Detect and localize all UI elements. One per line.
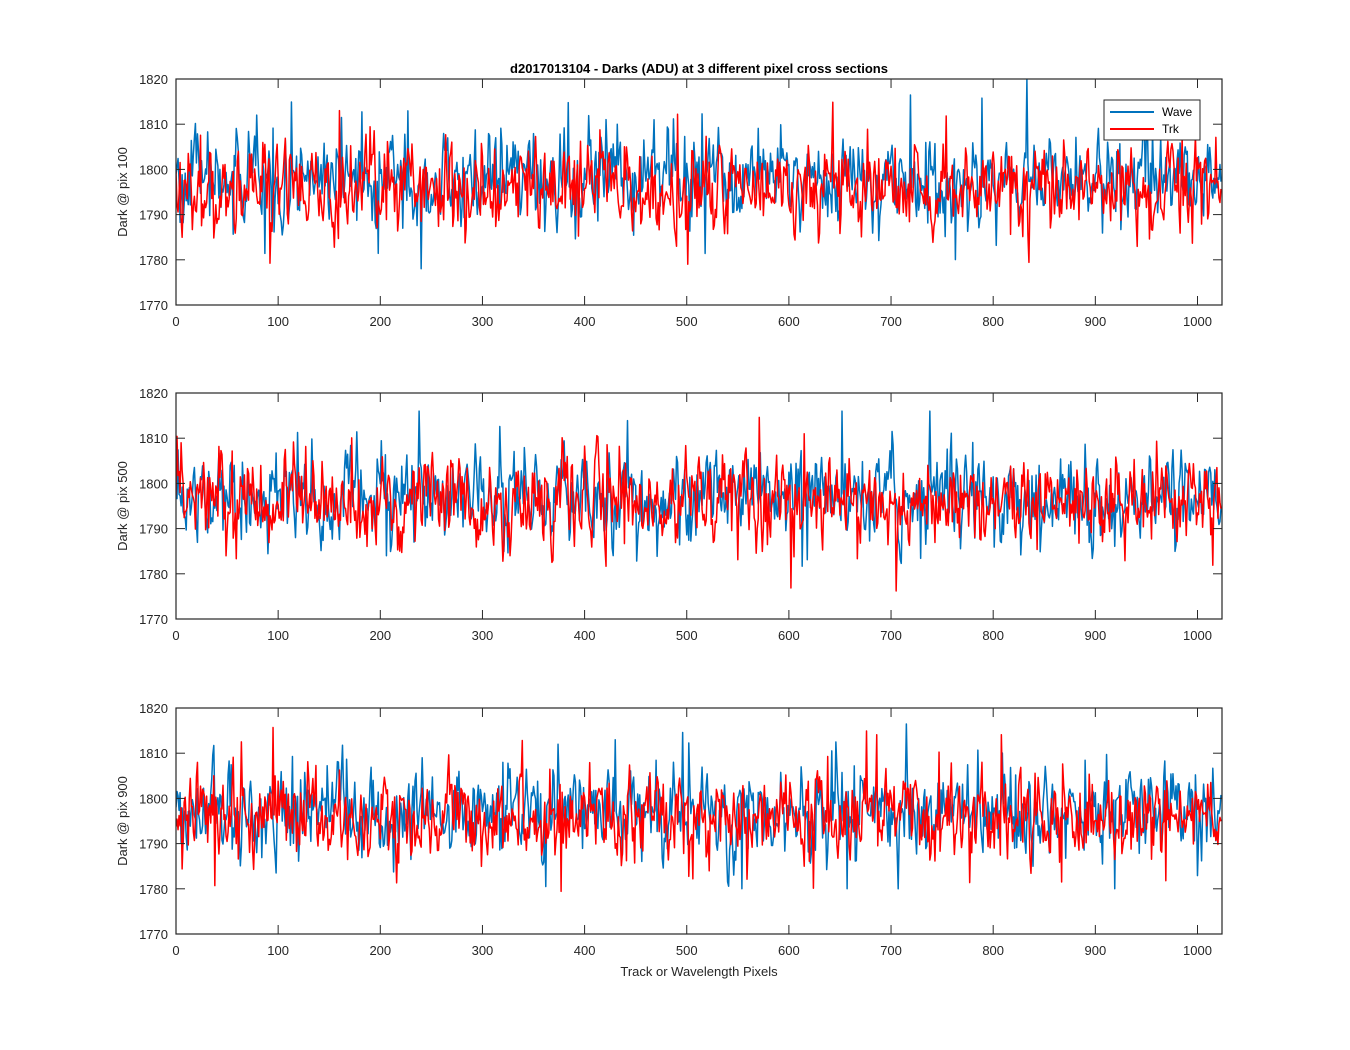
x-tick-label: 0 [172,943,179,958]
y-tick-label: 1780 [139,567,168,582]
x-tick-label: 900 [1084,943,1106,958]
y-tick-label: 1820 [139,386,168,401]
y-tick-label: 1820 [139,72,168,87]
subplot-3: 0 100 200 300 400 500 600 700 800 900 1000 1770 1780… [115,701,1223,958]
y-axis-label: Dark @ pix 100 [115,147,130,237]
x-tick-label: 600 [778,628,800,643]
y-tick-label: 1790 [139,522,168,537]
y-tick-label: 1800 [139,791,168,806]
y-tick-label: 1800 [139,476,168,491]
x-tick-label: 500 [676,628,698,643]
x-tick-label: 200 [369,628,391,643]
legend-label-trk: Trk [1162,122,1180,136]
y-tick-label: 1770 [139,612,168,627]
x-tick-label: 200 [369,314,391,329]
x-tick-label: 700 [880,628,902,643]
subplots: 0 100 200 300 400 500 600 700 800 900 100017701780… [115,72,1223,958]
y-tick-label: 1790 [139,208,168,223]
x-axis-label: Track or Wavelength Pixels [620,964,778,979]
x-tick-label: 400 [574,628,596,643]
series-line-wave [176,410,1222,568]
x-tick-label: 500 [676,943,698,958]
x-tick-label: 300 [472,314,494,329]
y-tick-label: 1770 [139,927,168,942]
x-tick-label: 1000 [1183,314,1212,329]
series-line-trk [176,101,1222,266]
x-tick-label: 900 [1084,628,1106,643]
x-tick-label: 1000 [1183,628,1212,643]
x-tick-label: 700 [880,314,902,329]
y-axis-label: Dark @ pix 500 [115,461,130,551]
x-tick-label: 100 [267,628,289,643]
legend: Wave Trk [1103,99,1201,141]
legend-box [1103,99,1201,141]
legend-label-wave: Wave [1162,105,1193,119]
x-tick-label: 100 [267,943,289,958]
x-tick-label: 800 [982,628,1004,643]
x-tick-label: 400 [574,314,596,329]
y-tick-label: 1780 [139,882,168,897]
x-tick-label: 1000 [1183,943,1212,958]
y-tick-label: 1810 [139,117,168,132]
y-tick-label: 1820 [139,701,168,716]
axes-box [175,392,1223,620]
series-line-trk [176,416,1222,592]
y-tick-label: 1810 [139,746,168,761]
y-axis-label: Dark @ pix 900 [115,776,130,866]
x-tick-label: 600 [778,314,800,329]
x-tick-label: 400 [574,943,596,958]
chart-title: d2017013104 - Darks (ADU) at 3 different… [510,61,888,76]
x-tick-label: 200 [369,943,391,958]
series-line-trk [176,726,1222,893]
y-tick-label: 1770 [139,298,168,313]
x-tick-label: 800 [982,943,1004,958]
x-tick-label: 600 [778,943,800,958]
axes-box [175,78,1223,306]
x-tick-label: 100 [267,314,289,329]
x-tick-label: 800 [982,314,1004,329]
y-tick-label: 1810 [139,431,168,446]
y-tick-label: 1780 [139,253,168,268]
x-tick-label: 900 [1084,314,1106,329]
x-tick-label: 700 [880,943,902,958]
y-tick-label: 1800 [139,162,168,177]
axes-box [175,707,1223,935]
x-tick-label: 0 [172,628,179,643]
x-tick-label: 300 [472,628,494,643]
subplot-2: 0 100 200 300 400 500 600 700 800 900 1000 1770 1780… [115,386,1223,643]
x-tick-label: 500 [676,314,698,329]
x-tick-label: 0 [172,314,179,329]
y-tick-label: 1790 [139,837,168,852]
x-tick-label: 300 [472,943,494,958]
subplot-1: 0 100 200 300 400 500 600 700 800 900 1000 1770 1780… [115,72,1223,329]
